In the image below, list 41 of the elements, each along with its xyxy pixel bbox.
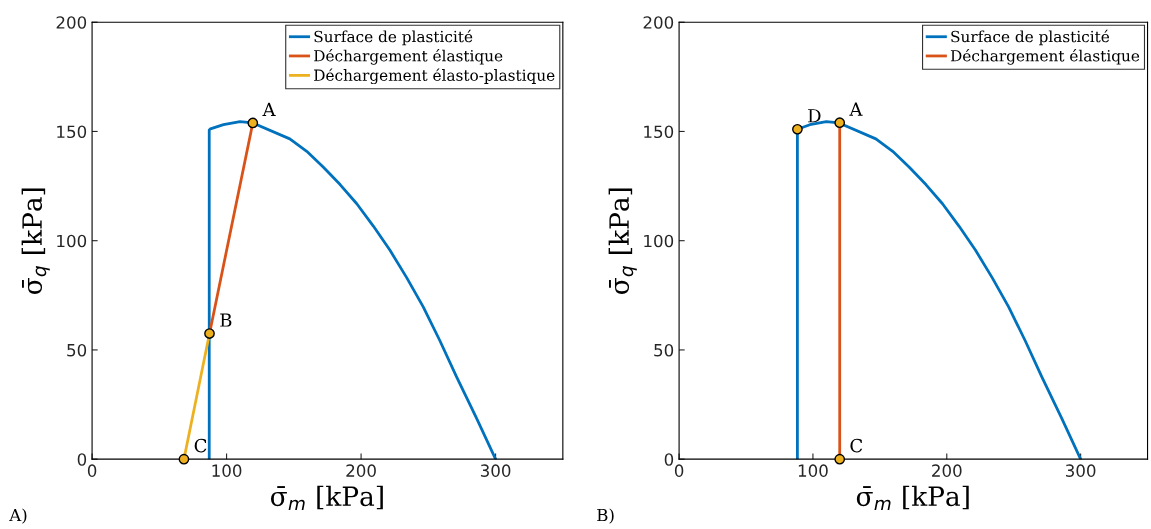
x-tick-label: 0	[87, 464, 97, 477]
x-tick-label: 100	[212, 464, 242, 477]
x-tick-label: 0	[674, 464, 684, 477]
y-axis-title: σ̄$_{q}$ [kPa]	[21, 188, 50, 294]
x-tick-label: 200	[932, 464, 962, 477]
x-tick-label: 300	[1065, 464, 1096, 477]
annotation: C	[194, 438, 207, 453]
text: B)	[597, 508, 614, 524]
y-tick-label: 100	[57, 234, 87, 248]
x-axis-title: σ̄$_{m}$ [kPa]	[270, 485, 383, 511]
x-tick-label: 300	[480, 464, 511, 477]
legend-label: Déchargement élastique	[314, 49, 503, 65]
y-tick-label: 0	[77, 453, 87, 466]
y-axis-title: σ̄$_{q}$ [kPa]	[608, 188, 637, 294]
annotation: A	[849, 102, 863, 116]
annotation: C	[850, 438, 863, 453]
x-tick-label: 200	[346, 464, 376, 477]
y-tick-label: 200	[56, 16, 87, 29]
point	[178, 453, 190, 465]
annotation: B	[220, 313, 232, 327]
y-tick-label: 100	[644, 234, 674, 248]
y-tick-label: 0	[664, 453, 674, 466]
y-tick-label: 50	[67, 343, 87, 357]
text: A)	[9, 508, 27, 524]
annotation: D	[808, 109, 821, 123]
x-tick-label: 100	[798, 464, 828, 477]
y-tick-label: 200	[643, 16, 674, 29]
legend-label: Surface de plasticité	[951, 29, 1110, 46]
legend-label: Surface de plasticité	[314, 29, 473, 46]
y-tick-label: 150	[644, 125, 674, 139]
y-tick-label: 50	[654, 343, 674, 357]
point	[204, 328, 215, 339]
point	[834, 117, 846, 129]
legend-label: Déchargement élasto-plastique	[314, 68, 555, 85]
x-axis-title: σ̄$_{m}$ [kPa]	[856, 485, 969, 511]
point	[834, 453, 846, 465]
legend-label: Déchargement élastique	[950, 49, 1140, 65]
annotation: A	[262, 102, 276, 116]
y-tick-label: 150	[57, 125, 87, 139]
point	[792, 123, 803, 135]
point	[247, 117, 259, 129]
